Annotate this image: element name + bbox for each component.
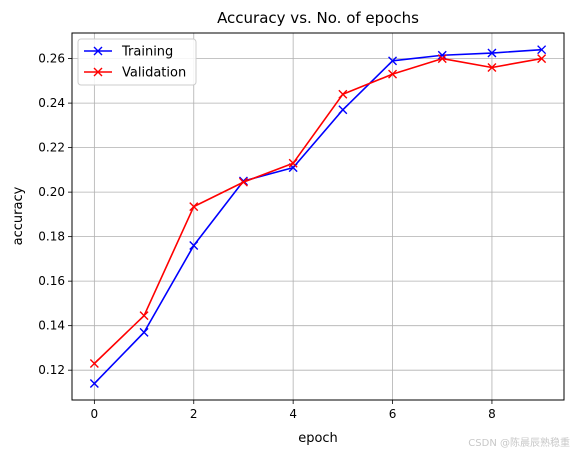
x-tick-label: 8 bbox=[488, 407, 496, 421]
series-training bbox=[89, 45, 547, 389]
series-line-validation bbox=[93, 57, 542, 365]
data-point-training bbox=[338, 105, 348, 115]
data-point-validation bbox=[487, 63, 497, 72]
data-point-training bbox=[189, 241, 199, 251]
axes-frame bbox=[71, 32, 565, 401]
data-point-training bbox=[89, 379, 99, 389]
y-tick-label: 0.12 bbox=[38, 363, 65, 377]
legend-label-training: Training bbox=[121, 45, 173, 60]
series-layer bbox=[89, 45, 547, 389]
legend: Training Validation bbox=[77, 38, 197, 86]
series-line-training bbox=[93, 48, 542, 385]
y-tick-label: 0.14 bbox=[38, 319, 65, 333]
x-axis-label: epoch bbox=[298, 431, 338, 446]
chart-title: Accuracy vs. No. of epochs bbox=[217, 9, 419, 27]
y-tick-label: 0.20 bbox=[38, 185, 65, 199]
y-tick-label: 0.16 bbox=[38, 274, 65, 288]
data-point-validation bbox=[388, 69, 398, 79]
data-point-validation bbox=[338, 89, 348, 99]
x-tick-label: 2 bbox=[190, 407, 198, 421]
x-axis-ticks: 0 2 4 6 8 bbox=[91, 400, 496, 421]
watermark: CSDN @陈晨辰熟稳重 bbox=[468, 438, 570, 449]
data-point-validation bbox=[238, 177, 248, 187]
x-tick-label: 4 bbox=[289, 407, 297, 421]
legend-marker-validation bbox=[93, 67, 103, 77]
data-point-validation bbox=[139, 311, 149, 321]
legend-marker-training bbox=[93, 46, 103, 56]
y-tick-label: 0.24 bbox=[38, 96, 65, 110]
data-point-training bbox=[487, 48, 497, 58]
data-point-training bbox=[139, 327, 149, 337]
y-tick-label: 0.26 bbox=[38, 52, 65, 66]
y-axis-ticks: 0.12 0.14 0.16 0.18 0.20 0.22 0.24 0.26 bbox=[38, 52, 72, 377]
series-validation bbox=[89, 54, 547, 368]
data-point-validation bbox=[437, 54, 447, 64]
y-axis-label: accuracy bbox=[11, 186, 26, 245]
data-point-training bbox=[437, 50, 447, 60]
data-point-validation bbox=[537, 54, 547, 64]
y-tick-label: 0.18 bbox=[38, 230, 65, 244]
data-point-validation bbox=[189, 202, 199, 212]
data-point-training bbox=[537, 45, 547, 55]
x-tick-label: 6 bbox=[389, 407, 397, 421]
x-tick-label: 0 bbox=[91, 407, 99, 421]
y-tick-label: 0.22 bbox=[38, 141, 65, 155]
legend-label-validation: Validation bbox=[122, 66, 186, 81]
data-point-validation bbox=[89, 359, 99, 368]
grid-lines bbox=[72, 33, 564, 400]
data-point-validation bbox=[288, 158, 298, 168]
data-point-training bbox=[388, 56, 398, 66]
